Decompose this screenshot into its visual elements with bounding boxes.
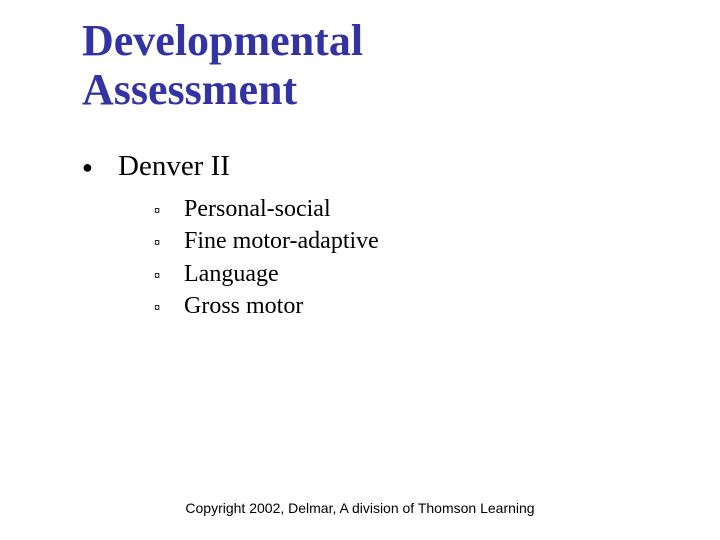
- list-item-text: Denver II: [118, 150, 230, 183]
- title-line-2: Assessment: [82, 65, 297, 114]
- bullet-currency-icon: ¤: [154, 236, 184, 251]
- bullet-disc-icon: ●: [82, 157, 118, 178]
- title-line-1: Developmental: [82, 16, 363, 65]
- list-item-text: Fine motor-adaptive: [184, 225, 379, 257]
- slide-body: ● Denver II ¤ Personal-social ¤ Fine mot…: [82, 150, 379, 323]
- bullet-currency-icon: ¤: [154, 301, 184, 316]
- list-item-text: Personal-social: [184, 193, 331, 225]
- list-item: ¤ Gross motor: [154, 290, 379, 322]
- list-item: ● Denver II: [82, 150, 379, 183]
- bullet-currency-icon: ¤: [154, 204, 184, 219]
- slide-title: Developmental Assessment: [82, 16, 363, 115]
- sublist: ¤ Personal-social ¤ Fine motor-adaptive …: [82, 193, 379, 323]
- list-item: ¤ Fine motor-adaptive: [154, 225, 379, 257]
- slide: Developmental Assessment ● Denver II ¤ P…: [0, 0, 720, 540]
- slide-footer: Copyright 2002, Delmar, A division of Th…: [0, 500, 720, 516]
- list-item-text: Language: [184, 258, 279, 290]
- list-item: ¤ Language: [154, 258, 379, 290]
- list-item-text: Gross motor: [184, 290, 303, 322]
- list-item: ¤ Personal-social: [154, 193, 379, 225]
- bullet-currency-icon: ¤: [154, 269, 184, 284]
